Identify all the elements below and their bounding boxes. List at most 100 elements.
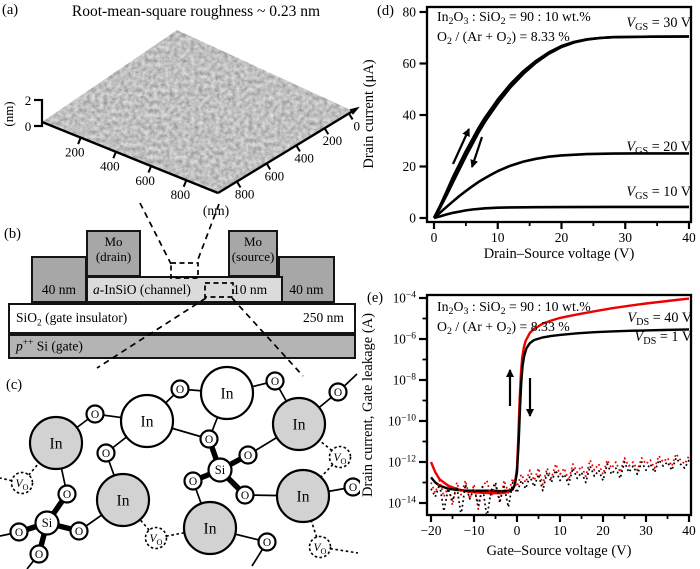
o-atom: O: [57, 484, 77, 504]
svg-text:VO: VO: [333, 452, 346, 466]
zoom-region-channel-bulk: [204, 282, 234, 298]
afm-unit-label: (nm): [203, 203, 229, 218]
axis-tick-label: 400: [100, 159, 120, 174]
svg-text:10−8: 10−8: [393, 373, 417, 388]
panel-label-b: (b): [4, 226, 21, 242]
y-axis: 10−4 10−6 10−8 10−10 10−12 10−14: [388, 291, 427, 511]
svg-text:O: O: [271, 376, 279, 388]
curve-vgs-30v-down: [432, 35, 690, 219]
mo-source-electrode: [228, 230, 278, 277]
svg-text:0: 0: [431, 230, 438, 245]
axis-tick-label: 400: [294, 150, 314, 165]
svg-text:O: O: [263, 537, 271, 549]
y-axis: 0 20 40 60 80: [403, 5, 427, 226]
o-atom: O: [235, 485, 255, 505]
panel-label-d: (d): [377, 3, 394, 19]
si-atom: Si: [207, 457, 233, 483]
axis-tick-label: 800: [235, 186, 255, 201]
o-atom: O: [9, 522, 29, 542]
svg-text:In: In: [204, 521, 217, 538]
svg-text:In: In: [221, 386, 234, 403]
svg-text:40: 40: [682, 523, 696, 538]
annotation-text: O2 / (Ar + O2) = 8.33 %: [437, 319, 570, 337]
o-atom: O: [257, 532, 277, 552]
o-atom: O: [265, 371, 285, 391]
o-atom: O: [183, 471, 203, 491]
svg-text:O: O: [176, 384, 184, 396]
svg-text:Si: Si: [42, 516, 53, 530]
curve-gate-leakage-vds-1v: [430, 457, 690, 514]
afm-z-axis-label: (nm): [1, 101, 16, 126]
svg-text:0: 0: [514, 523, 521, 538]
curve-drain-current-vds-1v: [430, 328, 690, 493]
svg-text:O: O: [244, 450, 252, 462]
svg-text:O: O: [35, 549, 43, 561]
o-atom: O: [96, 443, 116, 463]
y-axis-title: Drain current, Gate leakage (A): [360, 313, 376, 497]
channel-layer: [86, 276, 283, 303]
o-atom: O: [85, 404, 105, 424]
afm-axes: 2 0 200 400 600 800 800 600 400 200 0: [25, 93, 360, 202]
svg-text:20: 20: [596, 523, 610, 538]
svg-text:VO: VO: [149, 533, 162, 547]
svg-text:10−6: 10−6: [393, 332, 417, 347]
svg-text:30: 30: [639, 523, 653, 538]
o-atom: O: [343, 477, 360, 497]
svg-text:O: O: [15, 527, 23, 539]
in-atom: In: [271, 396, 327, 452]
gate-insulator-label: SiO2 (gate insulator): [16, 310, 128, 329]
axis-tick-label: 200: [65, 144, 85, 159]
annotation-text: O2 / (Ar + O2) = 8.33 %: [437, 29, 570, 47]
svg-text:−10: −10: [463, 523, 484, 538]
svg-text:O: O: [102, 448, 110, 460]
mo-source-label: Mo (source): [231, 234, 275, 264]
svg-text:In: In: [141, 414, 154, 431]
svg-text:10−14: 10−14: [388, 496, 416, 511]
svg-text:30: 30: [619, 230, 633, 245]
svg-text:O: O: [63, 489, 71, 501]
svg-text:−20: −20: [420, 523, 441, 538]
gate-insulator-layer: [8, 303, 356, 334]
svg-text:O: O: [75, 526, 83, 538]
in-atom: In: [275, 468, 331, 524]
zoom-region-channel-surface: [170, 262, 199, 279]
x-axis-title: Gate–Source voltage (V): [487, 543, 632, 559]
channel-thickness: 10 nm: [233, 282, 268, 297]
axis-tick-label: 600: [265, 168, 285, 183]
axis-arrowhead: [349, 106, 360, 115]
o-atom: O: [29, 544, 49, 564]
axis-tick-label: 2: [25, 93, 32, 108]
axis-tick-label: 200: [323, 133, 343, 148]
in-atom: In: [119, 393, 175, 449]
axis-tick-label: 800: [171, 187, 191, 202]
output-characteristics-chart: Drain–Source voltage (V) Drain current (…: [361, 5, 696, 263]
svg-text:0: 0: [409, 211, 416, 226]
clipped-series: [429, 297, 690, 514]
svg-text:In: In: [50, 436, 63, 453]
curve-label: VGS = 30 V: [626, 15, 691, 33]
annotation-text: In2O3 : SiO2 = 90 : 10 wt.%: [437, 299, 591, 317]
svg-text:O: O: [349, 482, 357, 494]
curve-label: VDS = 1 V: [635, 329, 693, 347]
curve-label: VGS = 20 V: [626, 139, 691, 157]
sweep-direction-arrow: [451, 128, 471, 165]
wing-left-thickness: 40 nm: [41, 282, 77, 297]
oxygen-vacancy: VO: [328, 445, 352, 469]
svg-text:In: In: [297, 489, 310, 506]
curve-label: VGS = 10 V: [626, 184, 691, 202]
svg-text:80: 80: [403, 5, 417, 20]
o-atom: O: [238, 445, 258, 465]
o-atom: O: [328, 382, 348, 402]
zoom-line-b-to-c-right: [231, 297, 304, 377]
svg-text:60: 60: [403, 56, 417, 71]
svg-text:In: In: [117, 493, 130, 510]
mo-wing-right: [278, 256, 335, 303]
panel-label-c: (c): [6, 377, 23, 393]
svg-text:10−12: 10−12: [388, 455, 416, 470]
svg-text:O: O: [241, 490, 249, 502]
svg-text:40: 40: [682, 230, 696, 245]
zoom-line-a-to-b-left: [139, 202, 172, 265]
wing-right-thickness: 40 nm: [289, 282, 324, 297]
